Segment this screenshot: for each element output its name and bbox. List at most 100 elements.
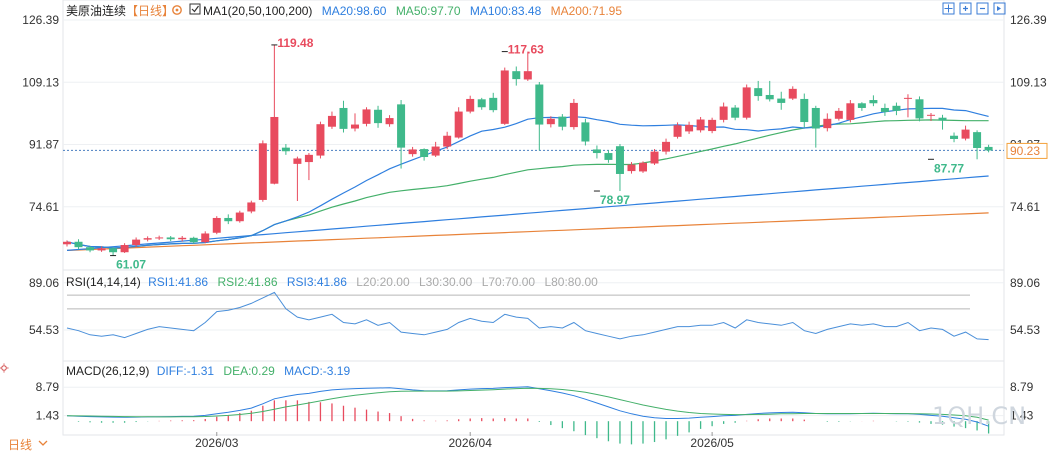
- ma100-value: MA100:83.48: [470, 4, 542, 18]
- footer-period-label[interactable]: 日线: [8, 438, 32, 452]
- candle-body: [903, 97, 912, 99]
- candle-body: [397, 104, 406, 148]
- zoom-in-icon[interactable]: [959, 2, 972, 15]
- moving-average-lines: [66, 107, 989, 251]
- candle-body: [132, 239, 141, 246]
- legend-row: 美原油连续【日线】: [66, 3, 174, 18]
- annotation-label: 119.48: [277, 36, 313, 50]
- macd-histogram: [77, 400, 990, 445]
- price-tick-right: 74.61: [1010, 200, 1040, 214]
- chevron-down-icon[interactable]: [38, 440, 48, 446]
- candle-body: [984, 146, 993, 151]
- candle-body: [604, 153, 613, 160]
- checkmark-icon: [191, 5, 199, 13]
- instrument-title: 美原油连续: [66, 3, 126, 18]
- annotation-label: 87.77: [934, 161, 964, 175]
- price-tick-left: 109.13: [22, 75, 59, 89]
- candle-body: [327, 115, 336, 127]
- macd-dea-line: [66, 387, 989, 421]
- candle-body: [961, 129, 970, 139]
- candle-body: [938, 117, 947, 121]
- ma-legend: MA1(20,50,100,200) MA20:98.60 MA50:97.70…: [203, 4, 622, 18]
- candle-body: [708, 119, 717, 132]
- candle-body: [212, 217, 221, 233]
- current-price-label: 90.23: [1010, 144, 1040, 158]
- candle-body: [247, 202, 256, 212]
- annotation-label: 78.97: [600, 193, 630, 207]
- rsi-legend: RSI(14,14,14) RSI1:41.86 RSI2:41.86 RSI3…: [66, 275, 598, 289]
- candle-body: [270, 116, 279, 184]
- x-tick-label: 2026/04: [449, 436, 493, 450]
- zoom-out-icon[interactable]: [976, 2, 989, 15]
- candle-body: [615, 146, 624, 174]
- candle-body: [927, 114, 935, 116]
- rsi3-value: RSI3:41.86: [287, 275, 347, 289]
- candle-body: [662, 141, 671, 152]
- candle-body: [834, 110, 843, 119]
- candle-body: [869, 100, 878, 104]
- x-tick-label: 2026/05: [690, 436, 734, 450]
- candle-body: [235, 212, 244, 222]
- candle-body: [592, 149, 601, 154]
- rsi-tick-right: 89.06: [1010, 276, 1040, 290]
- checkbox-icon[interactable]: [189, 3, 201, 15]
- current-price-box: [1006, 142, 1048, 159]
- candle-body: [454, 111, 463, 138]
- candle-body: [120, 245, 129, 253]
- gear-icon[interactable]: [172, 5, 182, 15]
- sun-icon: [0, 363, 9, 373]
- diff-value: DIFF:-1.31: [157, 364, 215, 378]
- ma200-value: MA200:71.95: [551, 4, 623, 18]
- candle-body: [857, 103, 866, 108]
- candle-body: [189, 237, 198, 243]
- candle-body: [777, 98, 786, 103]
- rsi1-value: RSI1:41.86: [148, 275, 208, 289]
- candle-body: [627, 164, 636, 172]
- candle-body: [385, 118, 394, 125]
- price-annotations: 119.48 117.63 61.07 78.97 87.77: [110, 36, 964, 272]
- y-axis-labels: 126.39126.39109.13109.1391.8791.8774.617…: [22, 13, 1047, 423]
- price-tick-left: 91.87: [29, 138, 59, 152]
- candle-body: [823, 118, 832, 129]
- candle-body: [788, 88, 797, 99]
- x-tick-label: 2026/03: [195, 436, 239, 450]
- annotation-label: 61.07: [116, 258, 146, 272]
- rsi-line: [66, 291, 989, 341]
- period-label[interactable]: 【日线】: [126, 4, 174, 18]
- price-tick-right: 109.13: [1010, 75, 1047, 89]
- ma20-line: [66, 107, 989, 249]
- candle-body: [581, 122, 590, 142]
- candle-body: [408, 149, 417, 155]
- ma200-line: [66, 212, 989, 251]
- ma20-value: MA20:98.60: [322, 4, 387, 18]
- l70-value: L70:70.00: [482, 275, 536, 289]
- ma-label: MA1(20,50,100,200): [203, 4, 312, 18]
- l30-value: L30:30.00: [419, 275, 473, 289]
- rsi-tick-left: 89.06: [29, 276, 59, 290]
- scroll-right-icon[interactable]: [993, 2, 1006, 15]
- ma50-line: [66, 119, 989, 249]
- candle-body: [178, 237, 187, 240]
- candle-body: [420, 149, 429, 158]
- candle-body: [973, 132, 982, 148]
- candle-body: [892, 105, 901, 111]
- candle-body: [754, 88, 763, 97]
- candle-body: [224, 217, 233, 222]
- candle-body: [431, 146, 440, 156]
- expand-icon[interactable]: [942, 2, 955, 15]
- candle-body: [201, 233, 210, 243]
- macd-legend: MACD(26,12,9) DIFF:-1.31 DEA:0.29 MACD:-…: [66, 364, 350, 378]
- candle-body: [97, 248, 106, 251]
- candle-body: [86, 247, 95, 251]
- macd-tick-left: 8.79: [36, 380, 60, 394]
- ma50-value: MA50:97.70: [396, 4, 461, 18]
- candle-body: [915, 99, 924, 119]
- x-axis-labels: 2026/03 2026/04 2026/05: [195, 432, 734, 450]
- rsi2-value: RSI2:41.86: [217, 275, 277, 289]
- candle-body: [166, 237, 175, 240]
- watermark: 1QH.CN: [932, 402, 1026, 430]
- macd-value: MACD:-3.19: [284, 364, 350, 378]
- price-tick-right: 126.39: [1010, 13, 1047, 27]
- candle-body: [512, 71, 521, 80]
